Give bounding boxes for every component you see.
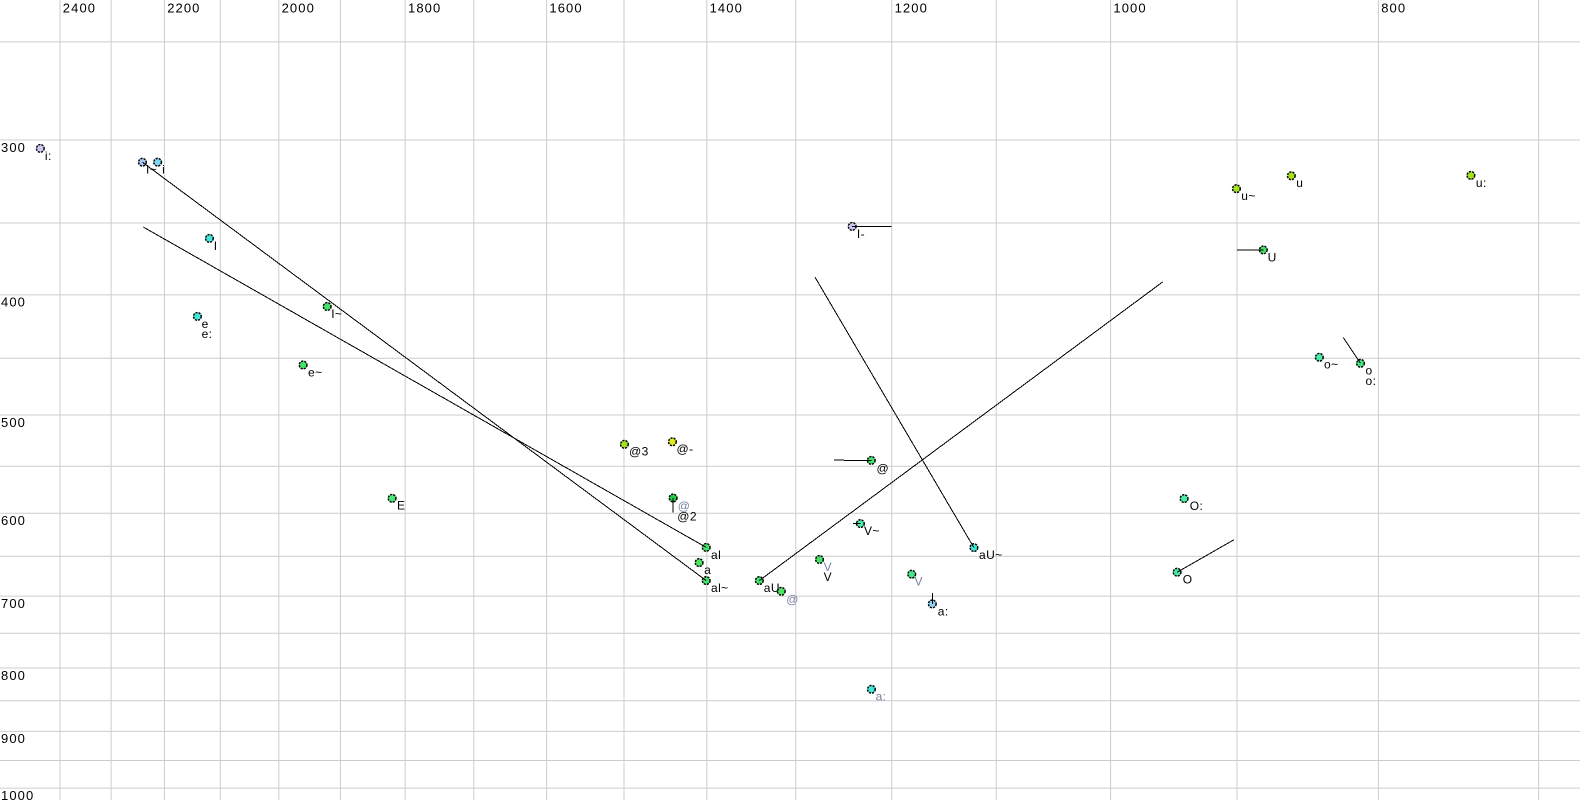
svg-text:1000: 1000 (1113, 0, 1146, 15)
svg-text:@3: @3 (629, 445, 649, 459)
svg-text:e: e (202, 317, 209, 331)
svg-text:u: u (1296, 176, 1303, 190)
svg-text:U: U (1268, 250, 1277, 264)
svg-text:@-: @- (677, 442, 694, 456)
svg-text:o: o (1366, 364, 1373, 378)
svg-text:2200: 2200 (167, 0, 200, 15)
svg-text:o~: o~ (1324, 358, 1338, 372)
svg-text:u:: u: (1476, 176, 1487, 190)
svg-text:500: 500 (1, 415, 26, 430)
svg-text:I: I (214, 239, 218, 253)
svg-text:V~: V~ (864, 524, 880, 538)
svg-text:O:: O: (1190, 499, 1203, 513)
svg-text:I~: I~ (331, 307, 342, 321)
svg-text:e:: e: (202, 327, 213, 341)
svg-text:V: V (824, 560, 832, 574)
svg-text:2400: 2400 (63, 0, 96, 15)
svg-text:I-: I- (857, 227, 865, 241)
svg-text:a:: a: (876, 690, 887, 704)
svg-text:u~: u~ (1241, 189, 1255, 203)
svg-text:@2: @2 (677, 509, 697, 523)
svg-text:1000: 1000 (1, 788, 34, 800)
svg-text:400: 400 (1, 295, 26, 310)
svg-text:300: 300 (1, 140, 26, 155)
svg-text:600: 600 (1, 513, 26, 528)
svg-text:o:: o: (1366, 374, 1377, 388)
svg-text:al: al (711, 548, 721, 562)
svg-text:1600: 1600 (549, 0, 582, 15)
svg-text:i:: i: (45, 149, 52, 163)
svg-text:900: 900 (1, 731, 26, 746)
svg-text:i: i (162, 163, 165, 177)
svg-text:a:: a: (938, 604, 949, 618)
svg-text:I~: I~ (146, 163, 157, 177)
svg-text:a: a (704, 563, 711, 577)
svg-text:e~: e~ (308, 365, 322, 379)
svg-text:aU~: aU~ (979, 548, 1003, 562)
svg-text:al~: al~ (711, 581, 729, 595)
svg-text:E: E (397, 499, 405, 513)
svg-text:@: @ (786, 592, 799, 606)
svg-text:1400: 1400 (710, 0, 743, 15)
svg-text:V: V (915, 575, 923, 589)
svg-text:1800: 1800 (408, 0, 441, 15)
svg-text:2000: 2000 (282, 0, 315, 15)
svg-text:V: V (824, 570, 832, 584)
svg-text:700: 700 (1, 596, 26, 611)
svg-text:@: @ (877, 461, 890, 475)
svg-text:@: @ (678, 499, 691, 513)
svg-text:O: O (1183, 573, 1193, 587)
svg-text:1200: 1200 (895, 0, 928, 15)
svg-text:aU: aU (764, 581, 780, 595)
svg-text:800: 800 (1381, 0, 1406, 15)
svg-text:800: 800 (1, 668, 26, 683)
